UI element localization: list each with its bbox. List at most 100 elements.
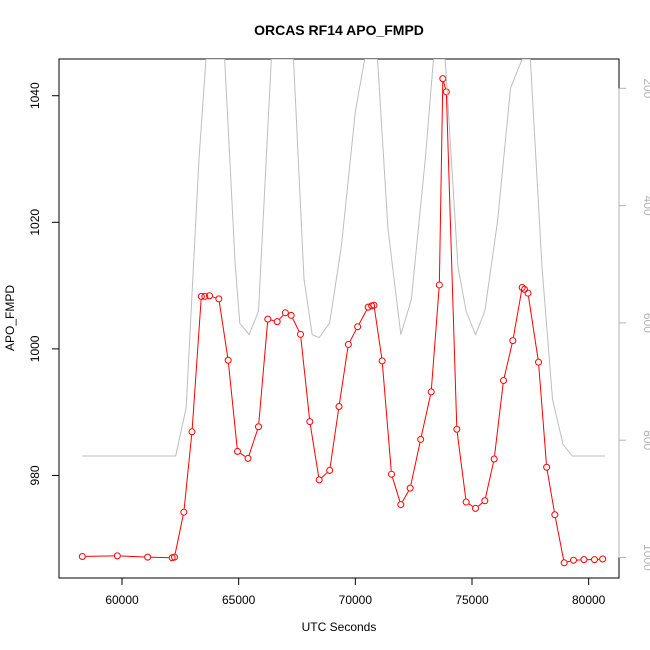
x-tick-label: 70000 bbox=[339, 593, 373, 607]
series-0-segment bbox=[85, 555, 114, 557]
series-0-segment bbox=[183, 435, 193, 509]
series-0-point bbox=[524, 289, 532, 297]
series-0-segment bbox=[270, 319, 275, 322]
series-0-point bbox=[427, 388, 435, 396]
series-0-point bbox=[315, 476, 323, 484]
series-0-point bbox=[417, 435, 425, 443]
series-0-segment bbox=[212, 296, 216, 299]
series-0-point bbox=[234, 447, 241, 455]
y2-tick-label: 600 bbox=[641, 313, 650, 333]
series-0-point bbox=[287, 311, 295, 319]
series-0-segment bbox=[240, 452, 246, 457]
y-axis: 980 1000 1020 1040 bbox=[28, 82, 60, 485]
series-0-point bbox=[472, 504, 479, 512]
series-0-point bbox=[364, 303, 372, 311]
series-0-segment bbox=[528, 296, 539, 359]
series-0-point bbox=[370, 301, 378, 309]
series-0-point bbox=[144, 553, 152, 561]
series-0-segment bbox=[381, 364, 392, 471]
series-0-segment bbox=[373, 308, 383, 358]
series-0-point bbox=[509, 337, 517, 345]
series-0-segment bbox=[538, 365, 547, 464]
series-0-segment bbox=[339, 347, 349, 404]
series-0-point bbox=[518, 283, 526, 291]
series-0-segment bbox=[494, 383, 504, 456]
y-tick-label: 1000 bbox=[28, 335, 42, 362]
x-tick-label: 60000 bbox=[105, 593, 139, 607]
series-0-segment bbox=[438, 82, 444, 282]
y2-tick-label: 200 bbox=[641, 78, 650, 98]
series-0-point bbox=[201, 292, 209, 300]
series-0-point bbox=[397, 501, 405, 509]
series-0-segment bbox=[445, 95, 458, 426]
plot-area bbox=[78, 59, 607, 567]
series-0-point bbox=[206, 292, 213, 300]
series-0-segment bbox=[456, 432, 467, 499]
series-0-segment bbox=[420, 395, 431, 437]
series-0-segment bbox=[228, 363, 238, 449]
series-0-segment bbox=[430, 288, 440, 389]
series-0-point bbox=[462, 498, 470, 506]
series-0-point bbox=[388, 470, 395, 478]
series-0-segment bbox=[567, 560, 571, 563]
series-0-point bbox=[180, 508, 188, 516]
series-0-segment bbox=[292, 318, 300, 332]
series-0-segment bbox=[410, 442, 421, 485]
series-0-point bbox=[188, 428, 196, 436]
series-0-segment bbox=[554, 517, 565, 560]
series-0-point bbox=[78, 552, 86, 560]
series-0-segment bbox=[191, 299, 202, 429]
y-tick-label: 1020 bbox=[28, 209, 42, 236]
series-0-point bbox=[306, 418, 314, 426]
series-0-segment bbox=[329, 409, 340, 468]
series-0-point bbox=[335, 402, 343, 410]
series-0-segment bbox=[468, 503, 473, 507]
y-tick-label: 980 bbox=[28, 465, 42, 485]
series-0-point bbox=[551, 511, 559, 519]
series-0-point bbox=[521, 285, 528, 293]
series-0-segment bbox=[485, 462, 494, 498]
series-0-segment bbox=[218, 302, 229, 357]
series-0-point bbox=[560, 559, 568, 567]
y-axis-label: APO_FMPD bbox=[3, 285, 17, 351]
series-0-point bbox=[354, 323, 362, 331]
series-0-point bbox=[326, 466, 334, 474]
y2-tick-label: 400 bbox=[641, 196, 650, 216]
series-0-point bbox=[442, 88, 450, 96]
x-tick-label: 75000 bbox=[455, 593, 489, 607]
series-0-segment bbox=[392, 477, 401, 502]
series-0-point bbox=[244, 454, 252, 462]
series-0-segment bbox=[300, 337, 310, 419]
series-0-point bbox=[224, 356, 232, 364]
series-0-point bbox=[435, 281, 443, 289]
series-0-point bbox=[599, 555, 607, 563]
series-0-segment bbox=[402, 490, 409, 502]
series-0-segment bbox=[279, 314, 284, 320]
series-0-point bbox=[297, 330, 304, 338]
series-0-point bbox=[591, 556, 598, 564]
series-0-segment bbox=[358, 309, 368, 324]
series-0-point bbox=[344, 340, 352, 348]
y2-tick-label: 800 bbox=[641, 430, 650, 450]
series-0-point bbox=[264, 315, 272, 323]
x-axis-label: UTC Seconds bbox=[302, 620, 377, 634]
series-0-point bbox=[281, 309, 289, 317]
series-0-point bbox=[490, 455, 498, 463]
series-0-point bbox=[543, 463, 551, 471]
series-0-segment bbox=[443, 81, 446, 89]
x-tick-label: 65000 bbox=[222, 593, 256, 607]
series-0-point bbox=[215, 295, 223, 303]
x-axis: 60000 65000 70000 75000 80000 bbox=[105, 577, 606, 607]
series-0-point bbox=[273, 318, 281, 326]
series-0-segment bbox=[512, 290, 523, 338]
series-0-segment bbox=[174, 515, 184, 554]
series-0-segment bbox=[349, 329, 357, 342]
series-0-point bbox=[406, 484, 414, 492]
series-0-segment bbox=[258, 322, 269, 424]
series-0-segment bbox=[321, 472, 328, 478]
series-0-point bbox=[580, 556, 588, 564]
series-0-segment bbox=[120, 555, 145, 558]
series-0-point bbox=[171, 553, 178, 561]
series-0-point bbox=[500, 377, 507, 385]
